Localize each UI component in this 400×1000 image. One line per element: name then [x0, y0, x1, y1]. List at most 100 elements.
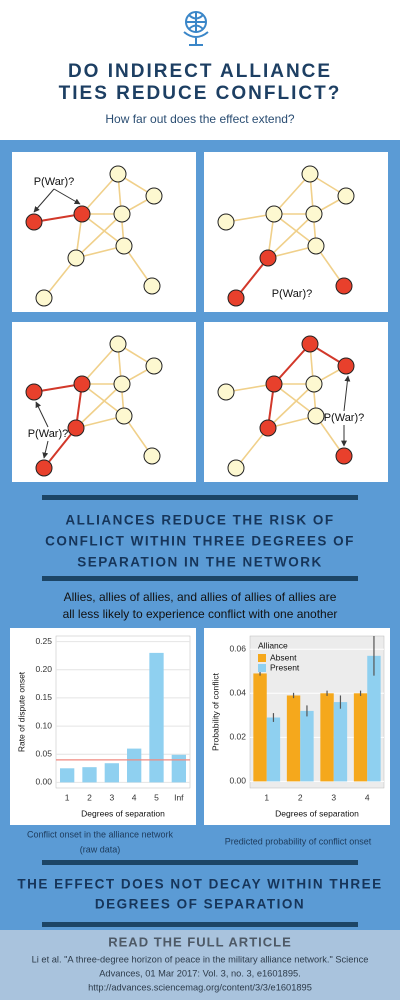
bar	[60, 768, 75, 783]
node	[335, 447, 353, 465]
divider	[42, 860, 358, 865]
node	[73, 205, 91, 223]
network-panel: P(War)?	[12, 322, 196, 482]
edge	[267, 383, 315, 429]
globe-icon	[183, 11, 209, 46]
x-tick-label: 1	[65, 792, 70, 802]
node	[73, 375, 91, 393]
bar	[149, 652, 164, 783]
y-tick-label: 0.15	[35, 692, 52, 702]
y-tick-label: 0.25	[35, 636, 52, 646]
x-tick-label: 1	[264, 792, 269, 802]
legend-label: Absent	[270, 652, 297, 662]
x-tick-label: 4	[132, 792, 137, 802]
divider	[42, 576, 358, 581]
probability-label: P(War)?	[272, 288, 313, 300]
edge	[43, 257, 77, 299]
node	[143, 277, 161, 295]
node	[307, 237, 325, 255]
edge	[75, 383, 123, 429]
legend-label: Present	[270, 662, 300, 672]
x-tick-label: 2	[298, 792, 303, 802]
subtitle: How far out does the effect extend?	[105, 112, 295, 126]
y-tick-label: 0.20	[35, 664, 52, 674]
plot-bg	[55, 635, 191, 789]
edge	[81, 343, 119, 385]
edge	[43, 427, 77, 469]
footer-section	[0, 930, 400, 1000]
bar	[253, 673, 267, 782]
node	[143, 447, 161, 465]
finding: SEPARATION IN THE NETWORK	[77, 555, 323, 570]
node	[337, 357, 355, 375]
node	[227, 459, 245, 477]
citation: Li et al. "A three-degree horizon of pea…	[32, 954, 369, 964]
node	[301, 165, 319, 183]
legend-swatch	[258, 664, 266, 672]
bar	[300, 710, 314, 782]
node	[145, 357, 163, 375]
node	[337, 187, 355, 205]
probability-label: P(War)?	[28, 428, 69, 440]
edge	[273, 173, 311, 215]
edge	[267, 213, 315, 259]
node	[259, 419, 277, 437]
chart: 0.00 0.05 0.10 0.15 0.20 0.25 Rate of dispute …	[10, 628, 196, 825]
finding: CONFLICT WITHIN THREE DEGREES OF	[45, 534, 355, 549]
bar	[82, 767, 97, 783]
arrow	[35, 401, 49, 428]
bar	[367, 655, 381, 782]
node	[25, 383, 43, 401]
node	[67, 419, 85, 437]
edge	[235, 257, 269, 299]
node	[217, 383, 235, 401]
bar	[104, 763, 119, 783]
x-tick-label: 3	[331, 792, 336, 802]
title: DO INDIRECT ALLIANCE	[68, 61, 332, 82]
node	[305, 375, 323, 393]
probability-label: P(War)?	[324, 412, 365, 424]
x-tick-label: Inf	[174, 792, 184, 802]
y-tick-label: 0.02	[229, 732, 246, 742]
edge	[81, 383, 125, 417]
y-tick-label: 0.05	[35, 748, 52, 758]
node	[335, 277, 353, 295]
conclusion: THE EFFECT DOES NOT DECAY WITHIN THREE	[17, 877, 382, 892]
network-panel: P(War)?	[204, 152, 388, 312]
network-panel: P(War)?	[204, 322, 388, 482]
divider	[42, 922, 358, 927]
y-tick-label: 0.00	[229, 776, 246, 786]
y-axis-label: Probability of conflict	[210, 672, 220, 751]
x-tick-label: 3	[109, 792, 114, 802]
x-axis-label: Degrees of separation	[275, 808, 359, 818]
citation: Advances, 01 Mar 2017: Vol. 3, no. 3, e1…	[99, 968, 301, 978]
node	[145, 187, 163, 205]
node	[35, 459, 53, 477]
finding: ALLIANCES REDUCE THE RISK OF	[65, 513, 334, 528]
probability-label: P(War)?	[34, 176, 75, 188]
x-tick-label: 2	[87, 792, 92, 802]
explanation: Allies, allies of allies, and allies of …	[64, 590, 337, 604]
title: TIES REDUCE CONFLICT?	[59, 83, 342, 104]
edge	[273, 343, 311, 385]
bar	[266, 717, 281, 782]
node	[109, 165, 127, 183]
x-axis-label: Degrees of separation	[81, 808, 165, 818]
chart: 0.00 0.02 0.04 0.06 Probability of conflict D…	[204, 628, 390, 825]
node	[35, 289, 53, 307]
arrow	[33, 188, 55, 213]
y-tick-label: 0.10	[35, 720, 52, 730]
node	[115, 237, 133, 255]
arrow	[343, 375, 351, 412]
edge	[273, 213, 317, 247]
edge	[81, 173, 119, 215]
network-panel: P(War)?	[12, 152, 196, 312]
node	[307, 407, 325, 425]
node	[265, 375, 283, 393]
edge	[81, 213, 125, 247]
y-axis-label: Rate of dispute onset	[16, 671, 26, 752]
bar	[171, 754, 186, 783]
chart-caption: Conflict onset in the alliance network	[27, 829, 174, 839]
bar	[353, 693, 368, 782]
